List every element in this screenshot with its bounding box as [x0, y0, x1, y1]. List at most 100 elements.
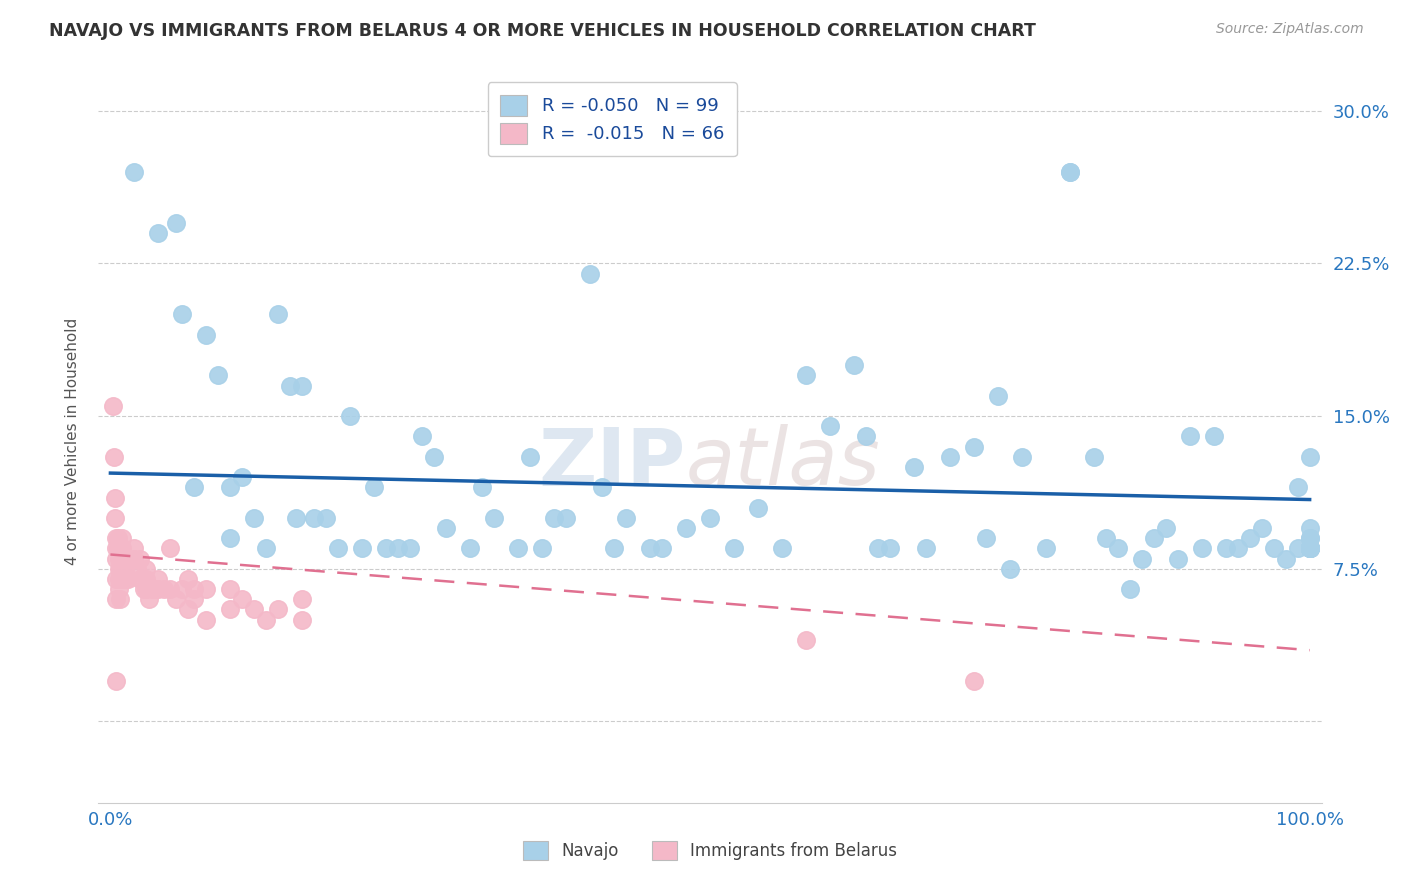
Point	[132, 582, 155, 596]
Point	[159, 541, 181, 556]
Point	[1298, 450, 1320, 464]
Point	[818, 419, 841, 434]
Point	[842, 358, 865, 372]
Point	[125, 562, 148, 576]
Point	[770, 541, 793, 556]
Point	[153, 582, 176, 596]
Point	[207, 368, 229, 383]
Point	[145, 582, 167, 596]
Point	[1059, 165, 1081, 179]
Point	[114, 562, 136, 576]
Point	[129, 572, 152, 586]
Point	[110, 541, 132, 556]
Point	[108, 562, 129, 576]
Point	[508, 541, 530, 556]
Point	[699, 511, 721, 525]
Point	[183, 582, 205, 596]
Point	[138, 592, 160, 607]
Point	[172, 307, 194, 321]
Point	[183, 592, 205, 607]
Point	[135, 572, 157, 586]
Point	[1215, 541, 1237, 556]
Point	[129, 551, 152, 566]
Point	[555, 511, 578, 525]
Point	[675, 521, 697, 535]
Point	[267, 307, 290, 321]
Point	[1298, 541, 1320, 556]
Point	[963, 440, 986, 454]
Point	[1191, 541, 1213, 556]
Point	[107, 541, 129, 556]
Point	[963, 673, 986, 688]
Point	[219, 531, 242, 545]
Point	[104, 511, 127, 525]
Point	[1298, 521, 1320, 535]
Legend: Navajo, Immigrants from Belarus: Navajo, Immigrants from Belarus	[516, 834, 904, 867]
Point	[399, 541, 422, 556]
Point	[231, 470, 253, 484]
Point	[105, 551, 128, 566]
Point	[115, 572, 138, 586]
Point	[108, 541, 131, 556]
Point	[108, 551, 131, 566]
Point	[304, 511, 326, 525]
Point	[1119, 582, 1142, 596]
Point	[591, 480, 613, 494]
Point	[148, 572, 170, 586]
Point	[1298, 541, 1320, 556]
Point	[531, 541, 554, 556]
Point	[177, 572, 200, 586]
Point	[172, 582, 194, 596]
Point	[1286, 541, 1309, 556]
Point	[108, 551, 129, 566]
Point	[243, 602, 266, 616]
Point	[117, 572, 139, 586]
Point	[1298, 541, 1320, 556]
Point	[866, 541, 889, 556]
Point	[855, 429, 877, 443]
Point	[915, 541, 938, 556]
Point	[638, 541, 661, 556]
Point	[135, 562, 157, 576]
Point	[482, 511, 505, 525]
Point	[278, 378, 301, 392]
Point	[939, 450, 962, 464]
Point	[105, 673, 128, 688]
Point	[243, 511, 266, 525]
Point	[104, 491, 127, 505]
Point	[794, 632, 817, 647]
Point	[1298, 541, 1320, 556]
Point	[375, 541, 398, 556]
Point	[387, 541, 409, 556]
Point	[1226, 541, 1249, 556]
Point	[543, 511, 565, 525]
Point	[159, 582, 181, 596]
Point	[108, 582, 129, 596]
Point	[195, 327, 218, 342]
Point	[723, 541, 745, 556]
Point	[231, 592, 253, 607]
Point	[579, 267, 602, 281]
Point	[108, 592, 131, 607]
Point	[111, 541, 134, 556]
Point	[117, 551, 139, 566]
Point	[108, 572, 129, 586]
Point	[1167, 551, 1189, 566]
Point	[108, 541, 129, 556]
Point	[105, 572, 128, 586]
Point	[458, 541, 481, 556]
Point	[1239, 531, 1261, 545]
Point	[1154, 521, 1177, 535]
Point	[148, 582, 170, 596]
Point	[794, 368, 817, 383]
Point	[195, 582, 218, 596]
Point	[974, 531, 997, 545]
Point	[363, 480, 385, 494]
Point	[103, 450, 125, 464]
Point	[108, 562, 131, 576]
Point	[254, 541, 277, 556]
Point	[1286, 480, 1309, 494]
Point	[987, 389, 1010, 403]
Point	[1202, 429, 1225, 443]
Point	[107, 531, 129, 545]
